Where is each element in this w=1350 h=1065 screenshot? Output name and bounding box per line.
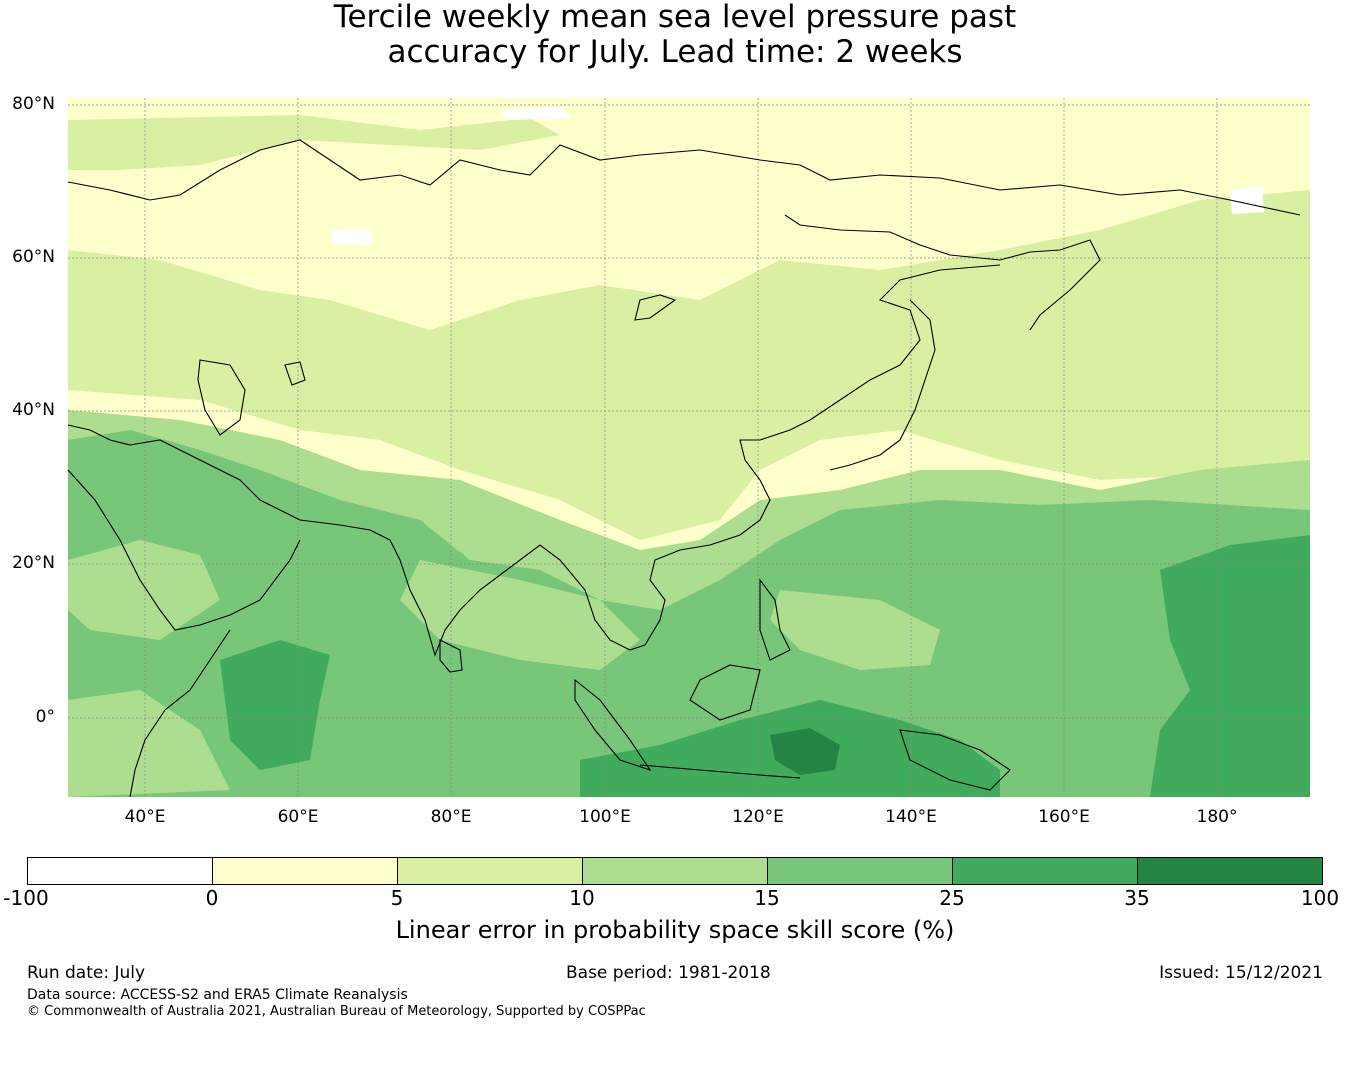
colorbar-segment-25-35 — [953, 858, 1138, 884]
colorbar-tick: 10 — [569, 886, 595, 910]
lat-label-20n: 20°N — [12, 553, 55, 573]
band-5-10-north — [68, 115, 560, 170]
copyright: © Commonwealth of Australia 2021, Austra… — [27, 1004, 646, 1019]
colorbar-tick: 5 — [390, 886, 404, 910]
lon-label-60e: 60°E — [277, 807, 319, 827]
lon-label-180: 180° — [1196, 807, 1238, 827]
lat-label-80n: 80°N — [12, 94, 55, 114]
lat-label-60n: 60°N — [12, 247, 55, 267]
colorbar-segment-5-10 — [398, 858, 583, 884]
band-5-10-central — [68, 190, 1310, 540]
colorbar-tick: 100 — [1300, 886, 1340, 910]
lon-label-160e: 160°E — [1038, 807, 1090, 827]
colorbar-tick: 35 — [1124, 886, 1150, 910]
colorbar-segment-35-100 — [1138, 858, 1322, 884]
negative-patch-a — [330, 228, 372, 245]
colorbar — [27, 857, 1323, 885]
lat-label-0: 0° — [35, 707, 55, 727]
title-line-2: accuracy for July. Lead time: 2 weeks — [387, 34, 963, 70]
negative-patch-c — [500, 106, 572, 120]
skill-score-map — [67, 98, 1310, 798]
data-source: Data source: ACCESS-S2 and ERA5 Climate … — [27, 987, 408, 1003]
band-15-25 — [68, 430, 1310, 797]
title-line-1: Tercile weekly mean sea level pressure p… — [333, 0, 1017, 35]
lon-label-80e: 80°E — [430, 807, 472, 827]
band-35-100 — [770, 728, 840, 775]
lon-label-120e: 120°E — [732, 807, 784, 827]
coastlines — [67, 139, 1301, 798]
lon-label-100e: 100°E — [579, 807, 631, 827]
lat-label-40n: 40°N — [12, 400, 55, 420]
colorbar-segment-10-15 — [583, 858, 768, 884]
band-10-15-patch-d — [68, 690, 230, 797]
colorbar-segment-15-25 — [768, 858, 953, 884]
colorbar-label: Linear error in probability space skill … — [395, 916, 955, 944]
colorbar-tick: 25 — [939, 886, 965, 910]
band-10-15-patch-b — [400, 560, 640, 670]
band-25-35-africa — [220, 640, 330, 770]
band-25-35-pacific — [1150, 535, 1310, 797]
colorbar-segment-0-5 — [213, 858, 398, 884]
lon-label-140e: 140°E — [885, 807, 937, 827]
band-10-15-patch-c — [770, 590, 940, 670]
band-10-15-patch-a — [68, 540, 220, 640]
colorbar-tick: -100 — [3, 886, 49, 910]
colorbar-tick: 0 — [205, 886, 219, 910]
colorbar-tick: 15 — [754, 886, 780, 910]
issued-date: Issued: 15/12/2021 — [1159, 963, 1323, 983]
colorbar-segment-neg100-0 — [28, 858, 213, 884]
graticule — [68, 98, 1310, 797]
base-period: Base period: 1981-2018 — [566, 963, 771, 983]
run-date: Run date: July — [27, 963, 146, 983]
lon-label-40e: 40°E — [124, 807, 166, 827]
chart-title: Tercile weekly mean sea level pressure p… — [0, 0, 1350, 70]
negative-patch-b — [1230, 186, 1264, 214]
